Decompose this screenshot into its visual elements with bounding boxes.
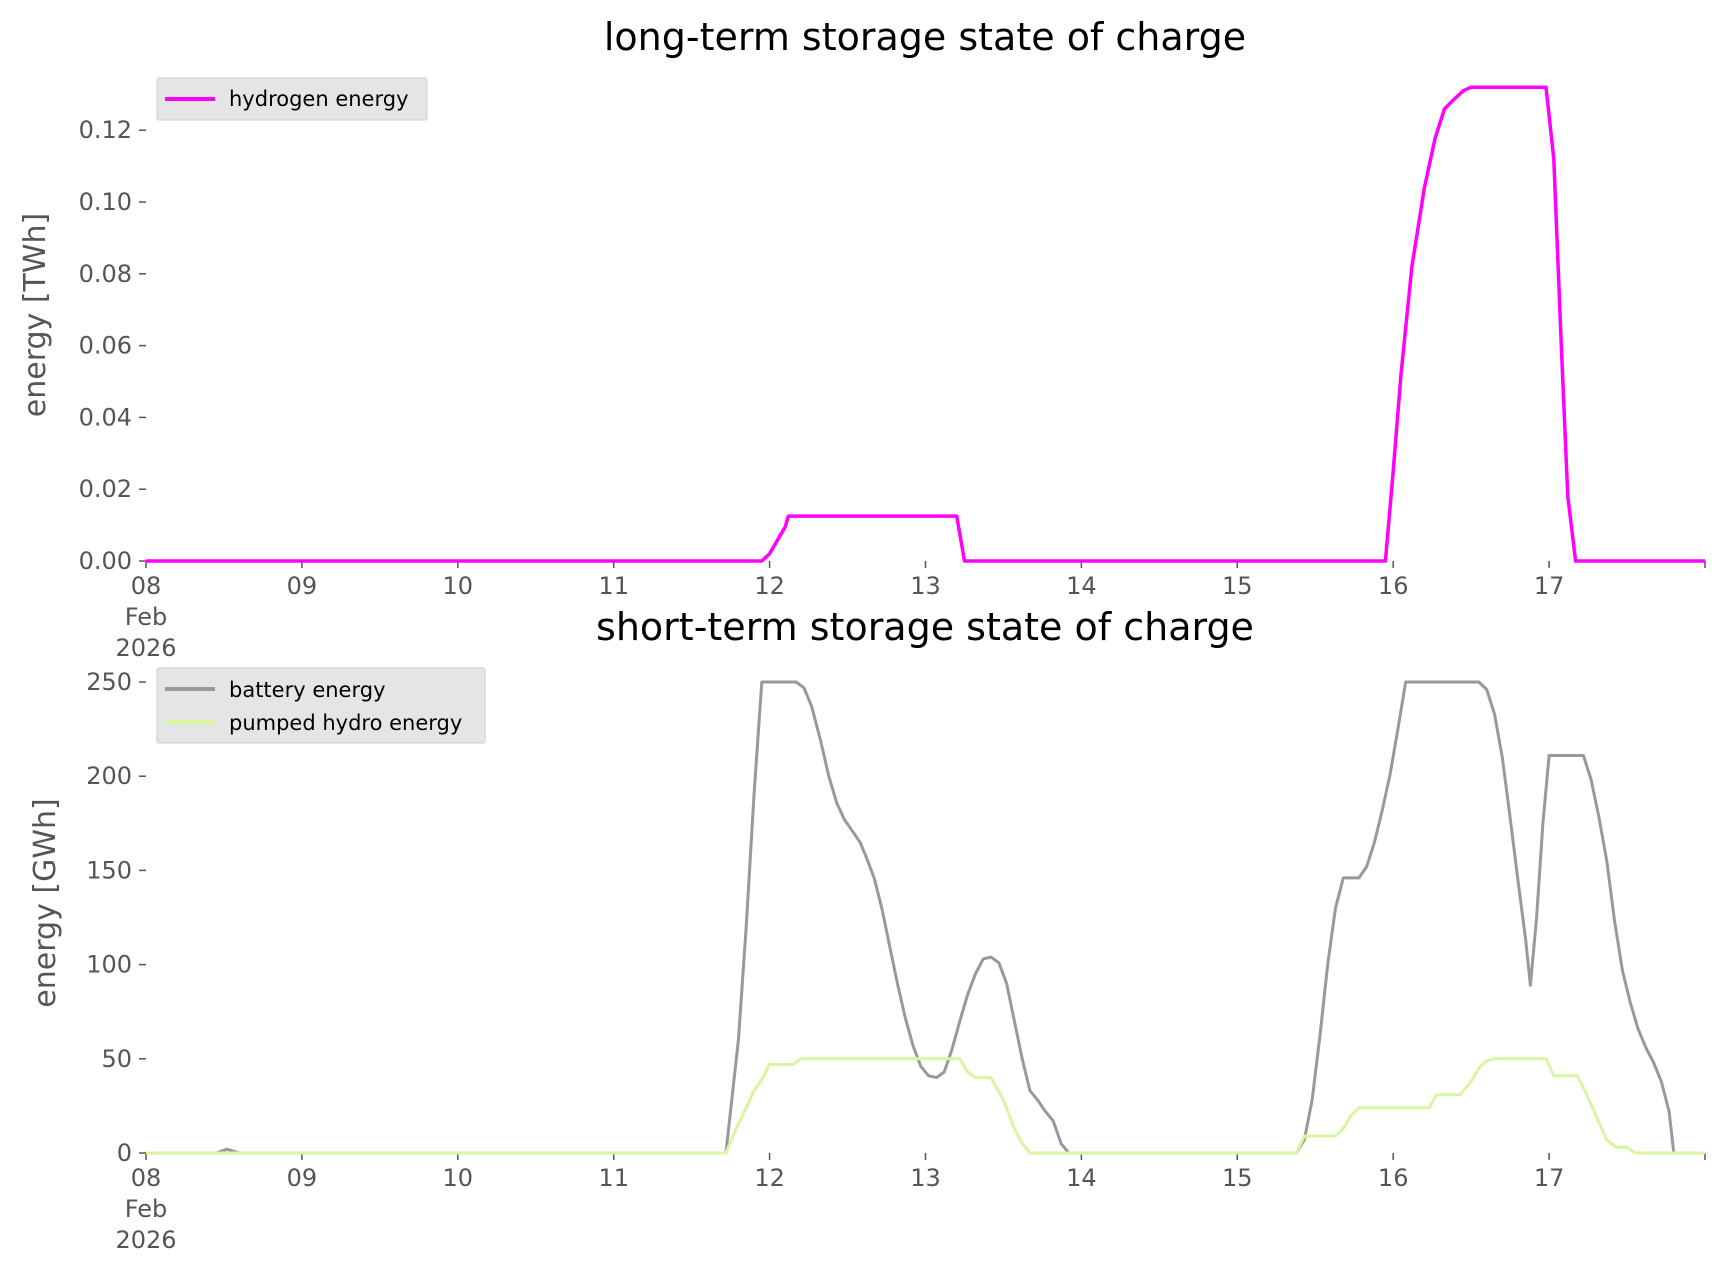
y-tick-label: 0.00	[79, 547, 132, 575]
plot-area	[146, 85, 1705, 563]
x-tick-label: 09	[287, 1164, 318, 1192]
legend: hydrogen energy	[156, 77, 428, 121]
y-tick-label: 0.08	[79, 260, 132, 288]
chart-short-term: short-term storage state of charge energ…	[28, 605, 1706, 1254]
y-tick-label: 0.06	[79, 332, 132, 360]
x-tick-label: 2026	[115, 634, 176, 662]
series-line-hydrogen-energy	[146, 85, 1705, 563]
x-tick-label: 09	[287, 572, 318, 600]
y-tick-label: 0.04	[79, 403, 132, 431]
x-tick-label: 13	[910, 1164, 941, 1192]
x-tick-label: 16	[1378, 1164, 1409, 1192]
legend-entry-hydrogen: hydrogen energy	[229, 87, 409, 111]
x-tick-label: 17	[1534, 572, 1565, 600]
x-tick-label: 17	[1534, 1164, 1565, 1192]
axes: 08 Feb 2026 09 10 11 12 13 14 15 16 17 0 50 100 150 200 2…	[86, 668, 1706, 1254]
y-tick-label: 0.10	[79, 188, 132, 216]
y-axis-label: energy [GWh]	[28, 798, 63, 1007]
y-axis-label: energy [TWh]	[18, 213, 53, 417]
x-tick-label: 10	[443, 572, 474, 600]
legend-box	[156, 77, 428, 121]
legend-entry-battery: battery energy	[229, 678, 386, 702]
x-tick-label: 13	[910, 572, 941, 600]
x-tick-label: 08	[131, 1164, 162, 1192]
x-tick-label: 16	[1378, 572, 1409, 600]
x-tick-label: 14	[1066, 1164, 1097, 1192]
y-tick-label: 0.12	[79, 116, 132, 144]
series-line-battery-energy	[146, 680, 1705, 1155]
legend-box	[156, 667, 486, 744]
x-tick-label: Feb	[125, 603, 168, 631]
chart-title: short-term storage state of charge	[596, 605, 1254, 649]
legend: battery energy pumped hydro energy	[156, 667, 486, 744]
y-tick-label: 100	[86, 951, 132, 979]
plot-area	[146, 680, 1705, 1155]
y-tick-label: 0.02	[79, 475, 132, 503]
axes: 08 Feb 2026 09 10 11 12 13 14 15 16 17 0.00 0.02 0.04 0…	[79, 116, 1706, 662]
y-tick-label: 200	[86, 762, 132, 790]
y-tick-label: 50	[101, 1045, 132, 1073]
x-tick-label: 12	[754, 1164, 785, 1192]
x-tick-label: 15	[1222, 1164, 1253, 1192]
y-tick-label: 0	[117, 1139, 132, 1167]
chart-long-term: long-term storage state of charge energy…	[18, 15, 1706, 662]
y-tick-label: 150	[86, 856, 132, 884]
x-tick-label: 12	[754, 572, 785, 600]
x-tick-label: 14	[1066, 572, 1097, 600]
x-tick-label: 08	[131, 572, 162, 600]
x-tick-label: 15	[1222, 572, 1253, 600]
x-tick-label: 10	[443, 1164, 474, 1192]
legend-entry-pumped-hydro: pumped hydro energy	[229, 711, 462, 735]
chart-title: long-term storage state of charge	[604, 15, 1246, 59]
y-tick-label: 250	[86, 668, 132, 696]
x-tick-label: 2026	[115, 1226, 176, 1254]
x-tick-label: 11	[598, 572, 629, 600]
series-line-pumped-hydro-energy	[146, 1057, 1705, 1155]
x-tick-label: Feb	[125, 1195, 168, 1223]
x-tick-label: 11	[598, 1164, 629, 1192]
